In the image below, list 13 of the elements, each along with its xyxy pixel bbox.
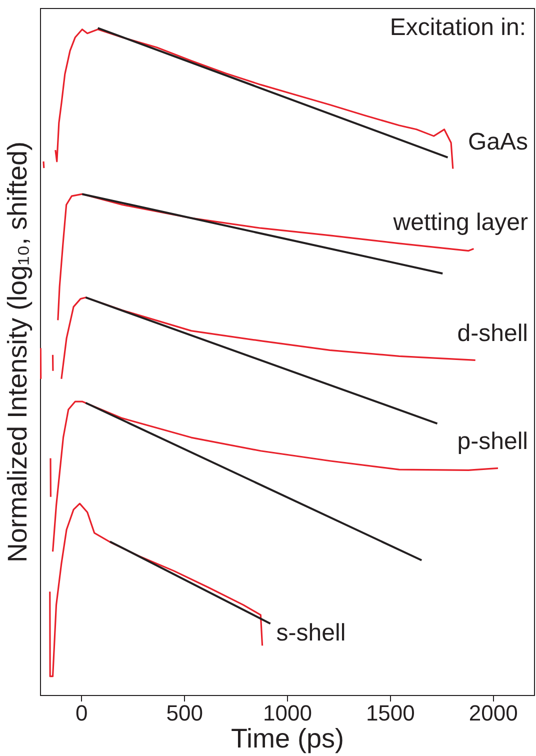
series-label: wetting layer [392,208,528,236]
x-tick-label: 1500 [366,700,415,726]
x-tick-label: 0 [76,700,88,726]
series-label: p-shell [457,428,528,456]
x-tick-label: 2000 [468,700,518,726]
series-label: GaAs [468,128,528,156]
annotation: Excitation in: [390,14,526,41]
x-axis-title: Time (ps) [231,724,344,754]
x-tick-label: 500 [166,700,203,726]
series-label: s-shell [276,620,346,647]
series-label: d-shell [457,320,528,348]
y-axis-title: Normalized Intensity (log₁₀, shifted) [2,142,32,562]
x-tick-label: 1000 [263,700,312,726]
